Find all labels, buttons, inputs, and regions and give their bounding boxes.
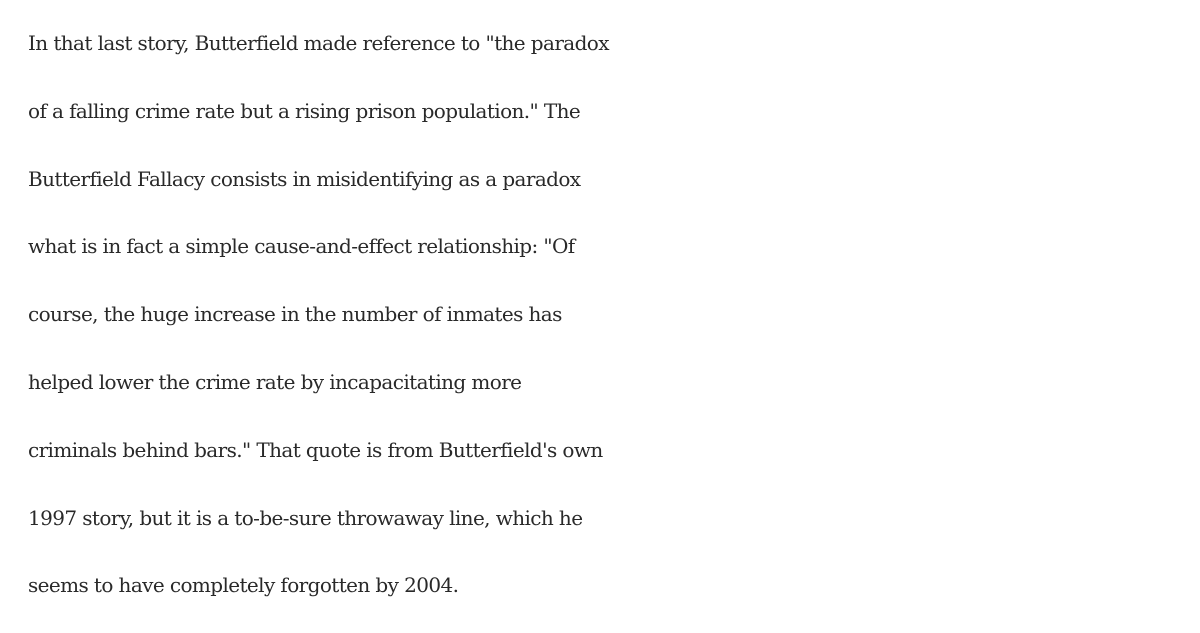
paragraph-line: criminals behind bars." That quote is fr… (28, 437, 603, 462)
paragraph-line: In that last story, Butterfield made ref… (28, 31, 610, 55)
paragraph-line: Butterfield Fallacy consists in misident… (28, 166, 581, 191)
article-paragraph: In that last story, Butterfield made ref… (28, 10, 1200, 620)
paragraph-line: of a falling crime rate but a rising pri… (28, 98, 581, 123)
paragraph-line: helped lower the crime rate by incapacit… (28, 369, 522, 394)
paragraph-line: seems to have completely forgotten by 20… (28, 573, 459, 598)
paragraph-line: 1997 story, but it is a to-be-sure throw… (28, 505, 583, 530)
paragraph-line: what is in fact a simple cause-and-effec… (28, 234, 575, 259)
paragraph-line: course, the huge increase in the number … (28, 302, 562, 327)
article-body: In that last story, Butterfield made ref… (28, 10, 1200, 620)
